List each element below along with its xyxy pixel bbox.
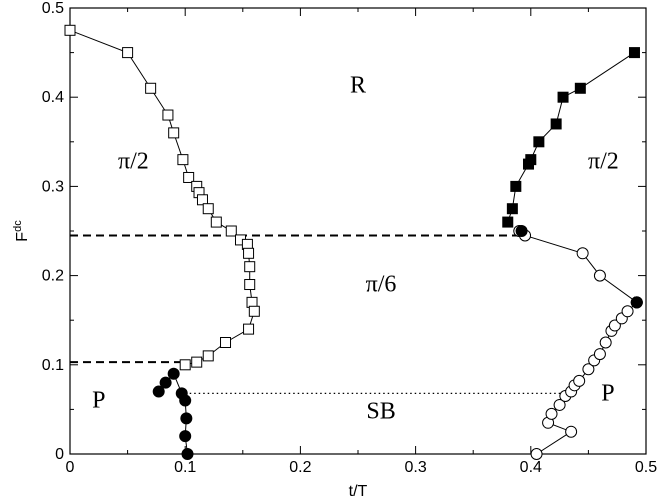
data-point-filled-square: [550, 118, 562, 130]
reference-lines: [70, 234, 566, 394]
data-point-filled-circle: [152, 385, 165, 398]
y-axis-title-main: F: [14, 232, 31, 242]
data-point-filled-circle: [167, 367, 180, 380]
data-point-open-square: [64, 24, 76, 36]
data-point-open-square: [202, 203, 214, 215]
data-point-open-circle: [593, 269, 606, 282]
data-point-filled-circle: [159, 376, 172, 389]
data-point-filled-circle: [630, 296, 643, 309]
data-point-open-circle: [545, 407, 558, 420]
data-point-open-square: [243, 323, 255, 335]
region-label: P: [92, 388, 105, 414]
data-point-open-circle: [565, 425, 578, 438]
series-line: [518, 230, 638, 303]
x-tick-label: 0.5: [635, 459, 657, 476]
data-point-filled-square: [510, 180, 522, 192]
data-point-open-circle: [553, 398, 566, 411]
x-tick-label: 0.1: [174, 459, 196, 476]
y-axis-title-superscript: dc: [12, 220, 24, 232]
data-point-filled-square: [506, 203, 518, 215]
data-point-open-square: [248, 305, 260, 317]
data-point-open-square: [244, 261, 256, 273]
y-tick-label: 0.4: [42, 89, 64, 106]
y-tick-label: 0: [55, 446, 64, 463]
data-point-open-square: [191, 356, 203, 368]
y-tick-label: 0.2: [42, 268, 64, 285]
data-point-open-square: [162, 109, 174, 121]
y-axis-title: Fdc: [12, 220, 31, 242]
data-point-open-square: [225, 225, 237, 237]
x-tick-label: 0.2: [289, 459, 311, 476]
x-axis-title: t/T: [349, 483, 368, 500]
data-point-open-circle: [573, 374, 586, 387]
data-point-open-circle: [593, 348, 606, 361]
region-label: R: [350, 73, 366, 99]
data-point-filled-square: [525, 154, 537, 166]
data-point-open-square: [244, 279, 256, 291]
x-tick-label: 0.4: [520, 459, 542, 476]
y-tick-label: 0.5: [42, 0, 64, 17]
data-point-open-square: [210, 216, 222, 228]
data-point-filled-square: [574, 82, 586, 94]
y-tick-label: 0.3: [42, 178, 64, 195]
region-labels: Rπ/2 π/2 π/6 P SB P: [92, 73, 619, 425]
data-point-filled-square: [502, 216, 514, 228]
data-point-open-square: [168, 127, 180, 139]
data-point-open-circle: [582, 363, 595, 376]
data-point-filled-circle: [179, 430, 192, 443]
data-point-filled-circle: [515, 225, 528, 237]
x-tick-label: 0: [66, 459, 75, 476]
data-point-filled-circle: [180, 412, 193, 425]
x-tick-label: 0.3: [404, 459, 426, 476]
axis-ticks: 0 0.1 0.2 0.3 0.4 0.5 0 0.1 0.2 0.3 0.4 0.5: [42, 0, 657, 476]
data-point-open-square: [177, 154, 189, 166]
y-tick-label: 0.1: [42, 357, 64, 374]
region-label: π/2: [118, 149, 149, 175]
data-point-open-circle: [599, 336, 612, 349]
data-point-open-square: [243, 247, 255, 259]
region-label: P: [601, 380, 614, 406]
data-point-open-circle: [608, 319, 621, 332]
data-point-filled-circle: [179, 394, 192, 407]
data-point-open-square: [202, 350, 214, 362]
region-label: π/2: [588, 149, 619, 175]
data-point-open-square: [220, 337, 232, 348]
data-point-open-circle: [530, 448, 543, 460]
data-series: [64, 24, 643, 460]
data-point-open-square: [183, 171, 195, 183]
data-point-open-square: [196, 194, 208, 206]
data-point-filled-square: [628, 47, 640, 59]
series-line: [536, 302, 638, 455]
data-point-open-square: [145, 82, 157, 94]
data-point-open-circle: [576, 247, 589, 260]
data-point-filled-square: [557, 91, 569, 103]
data-point-filled-circle: [181, 448, 194, 460]
region-label: SB: [366, 398, 395, 424]
data-point-filled-square: [533, 136, 545, 148]
data-point-open-circle: [621, 305, 634, 318]
series-line: [507, 52, 635, 223]
region-label: π/6: [366, 272, 397, 298]
series-line: [69, 29, 255, 366]
data-point-open-square: [122, 47, 134, 59]
data-point-open-square: [179, 359, 191, 371]
